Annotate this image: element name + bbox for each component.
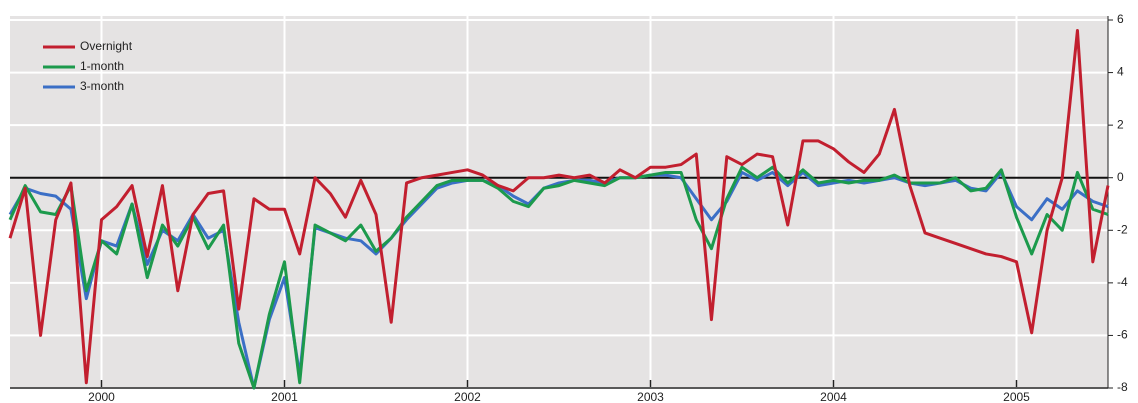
y-tick-label: 6: [1117, 12, 1124, 26]
y-tick-label: -8: [1117, 380, 1128, 394]
y-tick-label: 4: [1117, 65, 1124, 79]
legend-label: 1-month: [80, 59, 124, 73]
y-tick-label: -6: [1117, 328, 1128, 342]
legend-label: Overnight: [80, 39, 133, 53]
x-tick-label: 2002: [454, 390, 481, 403]
y-tick-label: -4: [1117, 275, 1128, 289]
x-tick-label: 2003: [637, 390, 664, 403]
x-tick-label: 2000: [88, 390, 115, 403]
y-tick-label: -2: [1117, 222, 1128, 236]
series-line: [8, 29, 1110, 385]
legend-label: 3-month: [80, 79, 124, 93]
y-tick-label: 2: [1117, 117, 1124, 131]
x-tick-label: 2001: [271, 390, 298, 403]
x-tick-label: 2005: [1003, 390, 1030, 403]
y-tick-label: 0: [1117, 170, 1124, 184]
plot-background: [10, 16, 1108, 388]
x-tick-label: 2004: [820, 390, 847, 403]
